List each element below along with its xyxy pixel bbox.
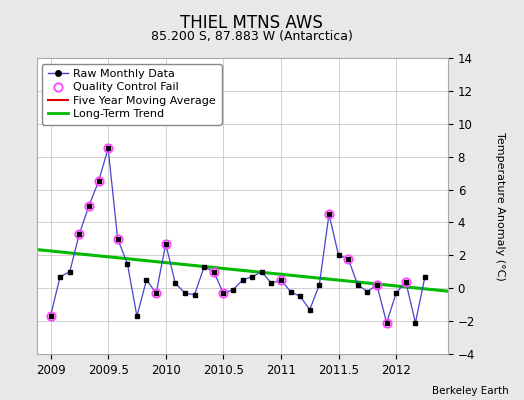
Text: 85.200 S, 87.883 W (Antarctica): 85.200 S, 87.883 W (Antarctica)	[150, 30, 353, 43]
Text: Berkeley Earth: Berkeley Earth	[432, 386, 508, 396]
Text: THIEL MTNS AWS: THIEL MTNS AWS	[180, 14, 323, 32]
Y-axis label: Temperature Anomaly (°C): Temperature Anomaly (°C)	[495, 132, 505, 280]
Legend: Raw Monthly Data, Quality Control Fail, Five Year Moving Average, Long-Term Tren: Raw Monthly Data, Quality Control Fail, …	[42, 64, 222, 125]
